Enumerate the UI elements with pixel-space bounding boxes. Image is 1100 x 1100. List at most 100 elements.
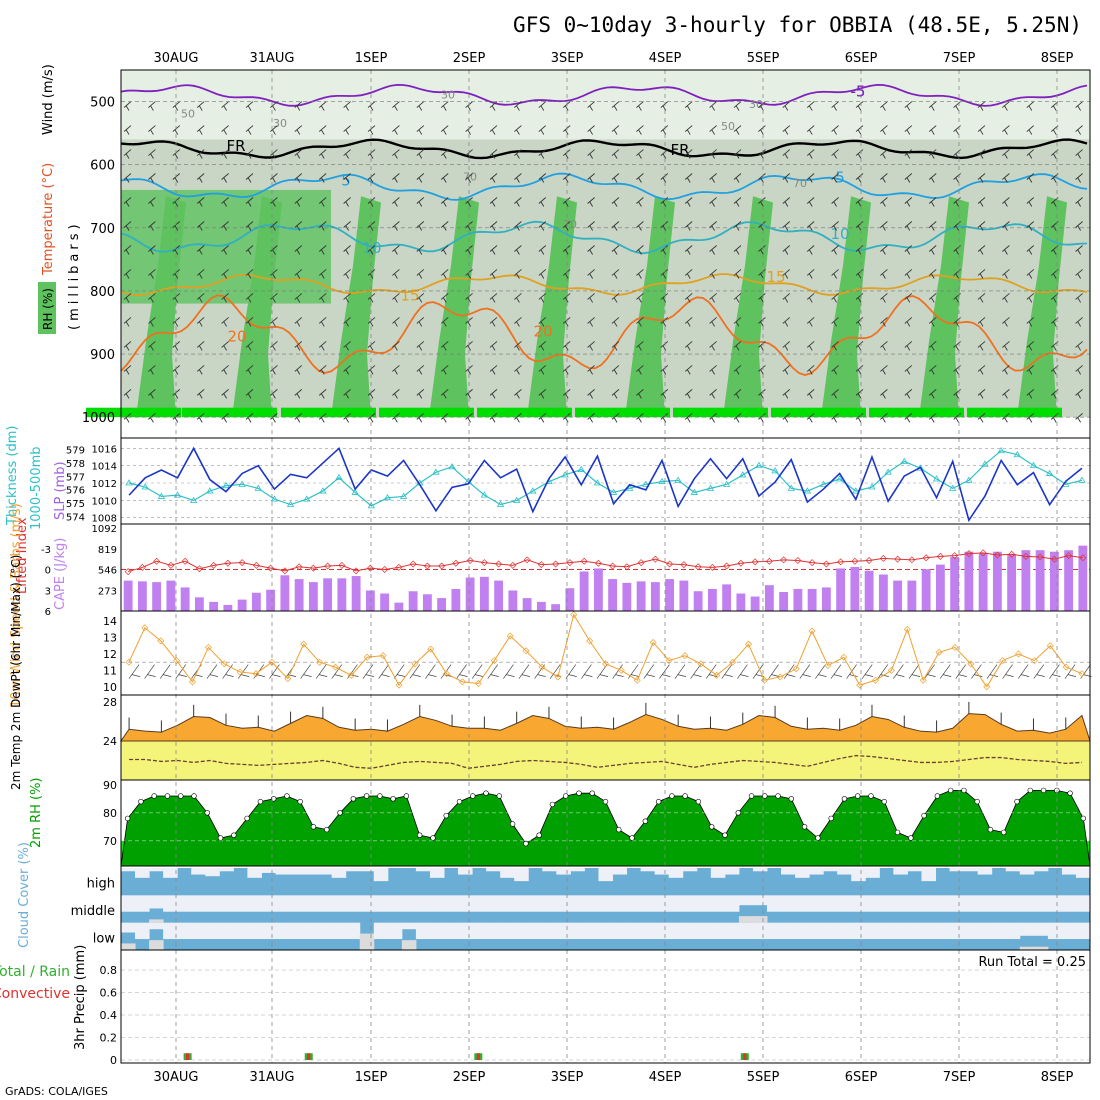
- wind-barb: [1075, 365, 1083, 375]
- cloud-gap-middle: [233, 895, 248, 912]
- wind-barb: [1026, 245, 1035, 255]
- wind-barb: [245, 125, 254, 135]
- cape-bar: [665, 579, 675, 611]
- rh2m-point: [576, 790, 582, 796]
- wind-barb: [636, 269, 644, 279]
- li-point: [936, 552, 944, 560]
- cape-bar: [864, 570, 874, 611]
- wind-barb: [416, 341, 425, 351]
- rh2m-point: [828, 815, 834, 822]
- wind-barb: [831, 269, 839, 279]
- wind-barb: [440, 317, 449, 327]
- wind-barb: [331, 664, 343, 679]
- wind-barb: [270, 221, 278, 231]
- wind-barb: [977, 197, 986, 207]
- cloud-gap-middle: [584, 895, 599, 912]
- wind-barb: [758, 365, 766, 375]
- date-label-bottom: 1SEP: [355, 1070, 388, 1085]
- wind-barb: [611, 197, 620, 207]
- cloud-gap-low: [907, 922, 922, 940]
- temp-tick-label: 28: [103, 696, 117, 709]
- wind-barb: [148, 173, 156, 183]
- wind-barb: [416, 149, 425, 159]
- wind-barb: [733, 413, 742, 423]
- precip-tick-label: 0.4: [100, 1009, 118, 1022]
- wind-barb: [880, 101, 888, 111]
- wind-tick-label: 13: [103, 632, 117, 645]
- wind-barb: [514, 197, 522, 207]
- wind-barb: [318, 389, 327, 399]
- cloud-gap-middle: [542, 895, 557, 912]
- thickness-point: [658, 477, 666, 485]
- cloud-gap-middle: [177, 895, 192, 912]
- wind-barb: [367, 173, 376, 183]
- precip-legend-convective: Convective: [0, 986, 70, 1002]
- cloud-cell-low: [149, 940, 164, 950]
- wind-barb: [1002, 173, 1010, 183]
- wind-barb: [733, 389, 742, 399]
- wind-barb: [977, 293, 986, 303]
- wind-barb: [977, 221, 986, 231]
- wind-barb: [782, 125, 791, 135]
- wind-barb: [294, 125, 303, 135]
- cloud-gap-low: [458, 922, 473, 940]
- wind-barb: [953, 245, 961, 255]
- li-point: [594, 559, 602, 567]
- rh2m-point: [908, 835, 914, 841]
- wind-barb: [245, 197, 254, 207]
- cape-bar: [536, 601, 546, 611]
- wind-barb: [953, 293, 961, 303]
- wind-barb: [953, 269, 961, 279]
- cloud-gap-low: [275, 922, 291, 940]
- wind-point: [1062, 663, 1070, 671]
- precip-tick-label: 0.6: [100, 987, 118, 1000]
- wind-point: [649, 639, 657, 647]
- ylabel-rh: RH (%): [41, 288, 55, 330]
- wind-barb: [503, 664, 515, 679]
- wind-barb: [815, 664, 827, 679]
- cape-bar: [223, 604, 233, 611]
- wind-point: [792, 665, 800, 673]
- cloud-gap-low: [500, 922, 515, 940]
- wind-barb: [534, 664, 546, 679]
- wind-point: [872, 676, 880, 684]
- thickness-point: [399, 492, 408, 499]
- wind-barb: [636, 173, 644, 183]
- wind-point: [808, 627, 816, 635]
- rh-surface-moist: [575, 407, 670, 418]
- rh-plume-early: [121, 189, 331, 304]
- li-point: [694, 563, 702, 571]
- cloud-gap-middle: [612, 895, 628, 912]
- wind-point: [776, 673, 784, 681]
- wind-point: [729, 658, 737, 666]
- cloud-gap-low: [991, 922, 1007, 940]
- y-tick-label: 600: [90, 159, 115, 174]
- thickness-point: [884, 468, 892, 475]
- rh2m-point: [270, 796, 277, 802]
- wind-barb: [611, 317, 620, 327]
- cape-bar: [636, 581, 646, 611]
- li-point: [765, 557, 773, 565]
- cape-bar: [836, 568, 846, 611]
- wind-barb: [1002, 664, 1014, 679]
- rh2m-point: [961, 787, 967, 794]
- precip-convective-bar: [743, 1053, 747, 1060]
- cloud-gap-low: [781, 922, 796, 940]
- cape-bar: [251, 592, 261, 611]
- wind-barb: [270, 413, 278, 423]
- wind-barb: [953, 125, 961, 135]
- wind-barb: [908, 664, 921, 679]
- cloud-gap-high: [514, 868, 529, 882]
- wind-barb: [392, 125, 400, 135]
- cloud-cell-middle: [752, 916, 768, 923]
- rh-legend-swatch: [38, 282, 56, 334]
- li-point: [908, 556, 916, 564]
- cloud-gap-middle: [626, 895, 642, 912]
- wind-barb: [245, 245, 254, 255]
- wind-barb: [709, 293, 717, 303]
- wind-barb: [196, 317, 205, 327]
- cloud-level-label: high: [87, 877, 115, 892]
- rh2m-point: [509, 821, 516, 827]
- wind-barb: [636, 245, 644, 255]
- wind-point: [744, 640, 752, 648]
